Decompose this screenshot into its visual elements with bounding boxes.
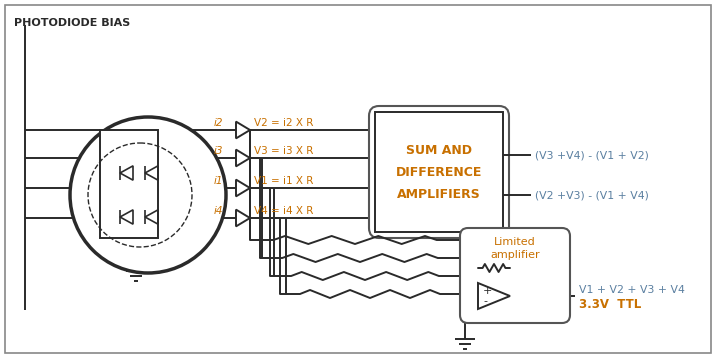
Text: 3.3V  TTL: 3.3V TTL bbox=[579, 297, 641, 310]
Text: (V2 +V3) - (V1 + V4): (V2 +V3) - (V1 + V4) bbox=[535, 190, 649, 200]
Text: amplifier: amplifier bbox=[490, 250, 540, 260]
Bar bbox=[375, 112, 503, 232]
Text: +: + bbox=[483, 286, 493, 296]
Text: DIFFERENCE: DIFFERENCE bbox=[396, 165, 483, 179]
Text: i1: i1 bbox=[213, 176, 223, 186]
Text: i4: i4 bbox=[213, 206, 223, 216]
Text: (V3 +V4) - (V1 + V2): (V3 +V4) - (V1 + V2) bbox=[535, 150, 649, 160]
Polygon shape bbox=[478, 283, 510, 309]
Text: SUM AND: SUM AND bbox=[406, 144, 472, 156]
Text: V1 = i1 X R: V1 = i1 X R bbox=[254, 176, 313, 186]
Text: i2: i2 bbox=[213, 118, 223, 128]
Text: i3: i3 bbox=[213, 146, 223, 156]
Circle shape bbox=[70, 117, 226, 273]
Text: V4 = i4 X R: V4 = i4 X R bbox=[254, 206, 313, 216]
Text: -: - bbox=[483, 296, 487, 306]
Text: Limited: Limited bbox=[494, 237, 536, 247]
Text: V3 = i3 X R: V3 = i3 X R bbox=[254, 146, 313, 156]
FancyBboxPatch shape bbox=[369, 106, 509, 238]
Bar bbox=[100, 130, 158, 238]
Text: V1 + V2 + V3 + V4: V1 + V2 + V3 + V4 bbox=[579, 285, 685, 295]
Text: PHOTODIODE BIAS: PHOTODIODE BIAS bbox=[14, 18, 130, 28]
FancyBboxPatch shape bbox=[460, 228, 570, 323]
Text: V2 = i2 X R: V2 = i2 X R bbox=[254, 118, 313, 128]
Text: AMPLIFIERS: AMPLIFIERS bbox=[397, 188, 481, 200]
